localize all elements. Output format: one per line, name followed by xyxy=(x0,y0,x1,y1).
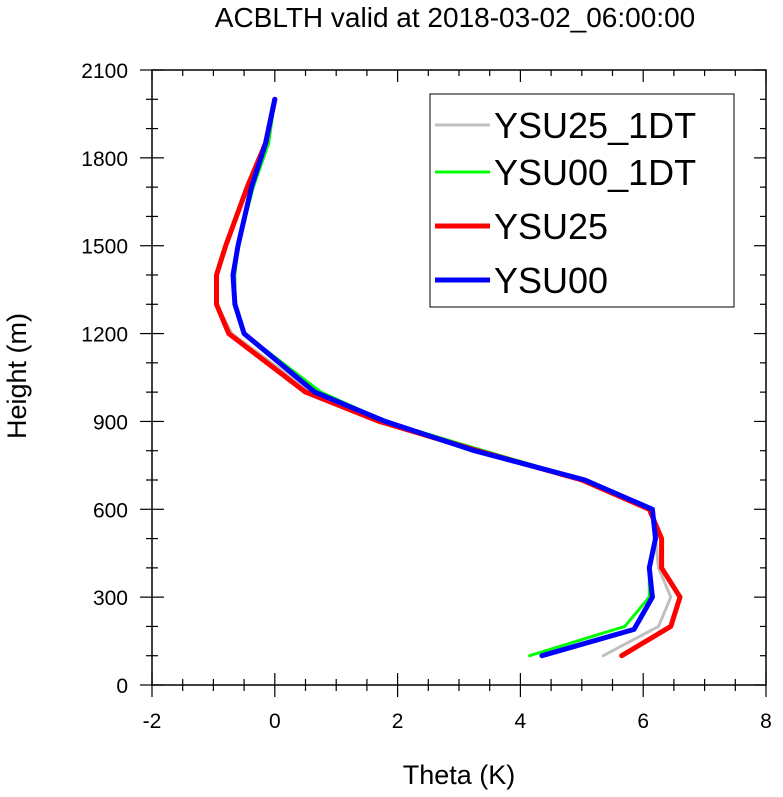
y-tick-label: 900 xyxy=(93,411,128,434)
x-tick-label: 2 xyxy=(392,710,404,733)
legend-label: YSU25_1DT xyxy=(494,105,696,146)
x-tick-label: 8 xyxy=(760,710,772,733)
x-tick-label: -2 xyxy=(143,710,162,733)
y-tick-label: 300 xyxy=(93,587,128,610)
y-tick-label: 1800 xyxy=(81,148,128,171)
y-tick-label: 2100 xyxy=(81,60,128,83)
y-tick-label: 0 xyxy=(116,675,128,698)
legend-box xyxy=(429,93,735,308)
y-axis-label: Height (m) xyxy=(2,313,32,439)
x-axis-label: Theta (K) xyxy=(403,760,516,790)
y-tick-label: 600 xyxy=(93,499,128,522)
series-line-ysu00 xyxy=(230,96,658,659)
legend: YSU25_1DT YSU00_1DT YSU25 YSU00 xyxy=(429,93,735,308)
x-tick-label: 4 xyxy=(515,710,527,733)
plot-frame xyxy=(151,69,767,686)
x-tick-label: 6 xyxy=(637,710,649,733)
x-tick-label: 0 xyxy=(269,710,281,733)
axis-ticks: -2 0 2 4 6 8 0 300 600 900 1200 1500 1800 2100 xyxy=(81,60,772,733)
legend-label: YSU00_1DT xyxy=(494,152,696,193)
legend-label: YSU25 xyxy=(494,206,608,247)
legend-label: YSU00 xyxy=(494,260,608,301)
y-tick-label: 1500 xyxy=(81,236,128,259)
series-group xyxy=(214,96,683,659)
y-tick-label: 1200 xyxy=(81,324,128,347)
chart-title: ACBLTH valid at 2018-03-02_06:00:00 xyxy=(215,2,695,33)
